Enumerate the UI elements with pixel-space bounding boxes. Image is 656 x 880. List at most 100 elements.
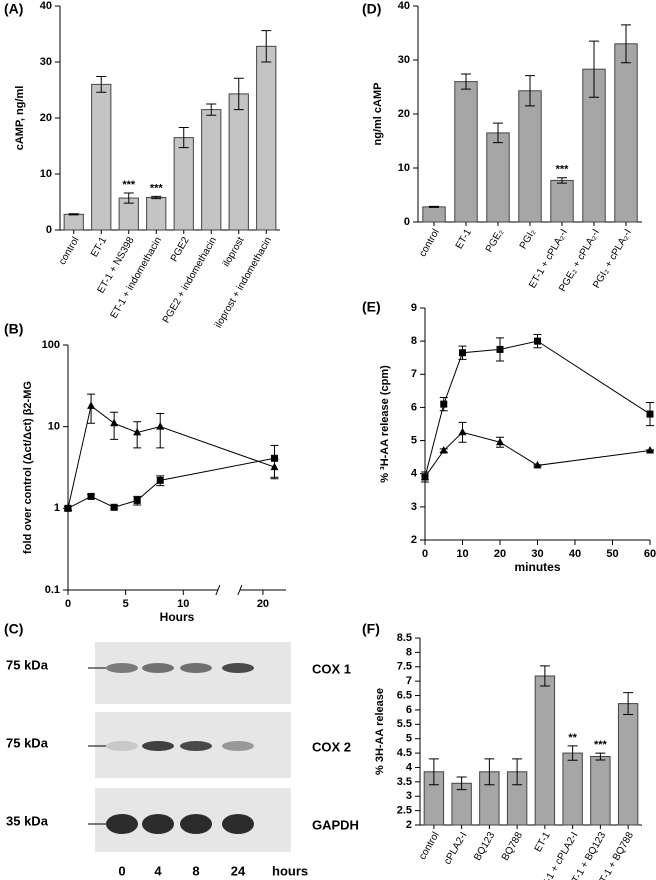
blot-band <box>142 814 174 834</box>
y-axis-label: fold over control (Δct/Δct) β2-MG <box>22 381 34 554</box>
y-tick-label: 4.5 <box>397 747 412 759</box>
y-tick-label: 6.5 <box>397 689 412 701</box>
x-axis-label: Hours <box>160 610 195 624</box>
error-bar <box>623 692 634 716</box>
bar <box>590 756 611 826</box>
marker <box>110 503 118 511</box>
y-tick-label: 9 <box>411 302 417 314</box>
error-bar <box>557 177 567 184</box>
y-tick-label: 4 <box>406 761 413 773</box>
bar <box>550 179 574 223</box>
blot-band <box>106 741 138 751</box>
x-tick-label: BQ123 <box>472 830 497 863</box>
x-tick-label: ET-1 <box>89 235 109 259</box>
y-tick-label: 40 <box>40 0 52 12</box>
error-bar <box>428 758 439 786</box>
bar <box>617 703 639 826</box>
bar <box>228 93 249 231</box>
marker <box>270 454 278 462</box>
bar <box>486 132 510 223</box>
panel-label: (B) <box>4 321 23 337</box>
x-tick-label: ET-1 <box>454 227 474 251</box>
marker <box>133 496 141 504</box>
marker <box>533 460 542 469</box>
bar <box>422 206 446 223</box>
error-bar <box>621 24 631 64</box>
marker <box>156 476 164 484</box>
series-line <box>67 404 275 509</box>
error-bar <box>595 752 606 761</box>
y-tick-label: 0.1 <box>45 584 60 596</box>
y-tick-label: 3 <box>411 501 417 513</box>
y-axis-label: % ³H-AA release (cpm) <box>379 365 391 483</box>
series-line <box>67 457 275 509</box>
y-axis-label: ng/ml cAMP <box>372 83 384 146</box>
error-bar <box>484 758 495 786</box>
y-tick-label: 7.5 <box>397 661 412 673</box>
y-tick-label: 10 <box>48 421 60 433</box>
blot-band <box>222 814 254 834</box>
x-tick-label: 0 <box>422 548 428 560</box>
y-tick-label: 6 <box>406 704 412 716</box>
axis-break <box>237 584 243 596</box>
y-tick-label: 10 <box>40 168 52 180</box>
error-bar <box>178 127 189 149</box>
bar <box>146 197 167 231</box>
blot-band <box>180 814 212 834</box>
panel-label: (E) <box>362 299 381 315</box>
error-bar <box>493 122 503 144</box>
blot-band <box>180 663 212 673</box>
blot-membrane <box>95 642 291 704</box>
lane-unit: hours <box>272 863 308 878</box>
x-tick-label: BQ788 <box>500 830 525 863</box>
marker <box>646 410 654 418</box>
lane-label: 0 <box>118 863 125 878</box>
x-tick-label: PGE2 + indomethacin <box>161 235 219 325</box>
panel-label: (F) <box>362 621 380 637</box>
marker <box>87 492 95 500</box>
marker <box>421 472 429 481</box>
marker <box>458 427 467 436</box>
y-tick-label: 20 <box>40 112 52 124</box>
x-tick-label: 10 <box>456 548 468 560</box>
y-tick-label: 30 <box>40 56 52 68</box>
x-tick-label: PGI₂ <box>518 227 538 251</box>
marker <box>64 504 72 512</box>
y-tick-label: 7 <box>411 368 417 380</box>
bar <box>562 752 583 826</box>
x-tick-label: ET-1 <box>533 830 553 854</box>
marker <box>459 349 466 357</box>
x-tick-label: cPLA2-I <box>442 830 469 866</box>
y-tick-label: 100 <box>42 339 60 351</box>
error-bar <box>429 205 439 208</box>
x-tick-label: 0 <box>65 598 71 610</box>
bar <box>614 43 638 223</box>
blot-band <box>106 814 138 834</box>
x-tick-label: control <box>57 235 82 266</box>
lane-label: 8 <box>192 863 199 878</box>
y-tick-label: 30 <box>398 54 410 66</box>
error-bar <box>525 75 535 107</box>
y-axis-label: cAMP, ng/ml <box>14 86 26 151</box>
blot-band <box>222 741 254 751</box>
y-tick-label: 5 <box>411 434 417 446</box>
error-bar <box>456 776 467 791</box>
marker <box>440 400 448 408</box>
error-bar <box>589 40 599 98</box>
y-tick-label: 5 <box>406 733 412 745</box>
marker <box>496 345 504 353</box>
error-bar <box>68 213 79 216</box>
blot-band <box>142 741 174 751</box>
y-tick-label: 8 <box>406 646 412 658</box>
error-bar <box>156 412 165 449</box>
marker <box>87 401 96 409</box>
x-tick-label: iloprost <box>221 235 247 269</box>
x-tick-label: ET-1 + indomethacin <box>109 235 165 320</box>
size-marker: 75 kDa <box>6 735 49 750</box>
y-tick-label: 6 <box>411 401 417 413</box>
x-tick-label: PGE₂ <box>484 227 506 254</box>
bar <box>63 213 84 231</box>
marker <box>110 418 119 427</box>
lane-label: 4 <box>154 863 162 878</box>
x-tick-label: 20 <box>494 548 506 560</box>
